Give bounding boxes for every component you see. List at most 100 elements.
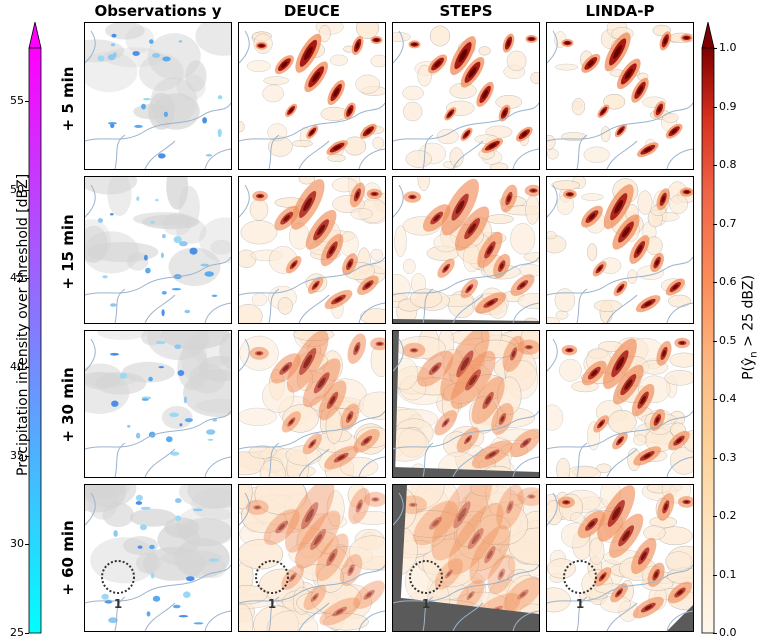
observed-precip-cell xyxy=(161,291,167,295)
right-colorbar-tick: 0.3 xyxy=(719,450,737,464)
probability-halo xyxy=(523,252,539,262)
observed-precip-cell xyxy=(162,56,171,62)
probability-halo xyxy=(358,391,385,420)
coastline xyxy=(547,338,558,372)
probability-halo xyxy=(417,64,432,87)
probability-streak xyxy=(633,446,662,466)
coastline xyxy=(666,148,693,169)
probability-halo xyxy=(436,128,459,145)
probability-streak xyxy=(517,339,539,355)
observed-precip-cell xyxy=(135,432,141,439)
probability-streak xyxy=(450,350,496,410)
observed-precip-cell xyxy=(140,506,151,510)
probability-streak xyxy=(460,278,478,299)
probability-streak xyxy=(284,485,335,553)
observed-precip-cell xyxy=(193,508,203,512)
coastline xyxy=(85,410,231,450)
probability-streak xyxy=(496,485,524,530)
row-title-30min: + 30 min xyxy=(59,367,77,443)
cloud-area xyxy=(85,485,137,508)
probability-streak xyxy=(612,432,628,450)
observed-precip-cell xyxy=(102,275,108,279)
coastline xyxy=(358,148,385,169)
observed-precip-cell xyxy=(111,33,117,38)
probability-halo xyxy=(551,180,580,190)
region-circle xyxy=(409,560,443,594)
coastline xyxy=(204,456,231,477)
coastline xyxy=(268,288,280,323)
probability-streak xyxy=(525,34,538,43)
observed-precip-cell xyxy=(137,545,143,549)
masked-area xyxy=(393,467,539,477)
probability-streak xyxy=(610,583,628,603)
observed-precip-cell xyxy=(184,309,191,314)
coastline xyxy=(393,492,404,526)
probability-streak xyxy=(318,380,347,421)
right-colorbar-tick-mark xyxy=(713,574,717,576)
column-title-linda-p: LINDA-P xyxy=(585,2,655,20)
right-colorbar-tick-mark xyxy=(713,340,717,342)
probability-halo xyxy=(292,140,313,147)
coastline xyxy=(393,30,404,64)
coastline xyxy=(268,442,280,477)
probability-streak xyxy=(413,500,458,546)
cloud-area xyxy=(102,502,134,528)
probability-halo xyxy=(239,603,254,631)
observed-precip-cell xyxy=(200,263,209,267)
probability-halo xyxy=(603,94,626,110)
cloud-area xyxy=(174,538,230,579)
panel-steps-row4: 1 xyxy=(392,484,540,632)
probability-halo xyxy=(633,434,647,446)
panel-deuce-row2 xyxy=(238,176,386,324)
probability-streak xyxy=(295,33,322,73)
probability-streak xyxy=(249,346,269,360)
probability-streak xyxy=(306,125,319,139)
cloud-area xyxy=(85,51,138,93)
cloud-area xyxy=(187,485,231,509)
probability-halo xyxy=(478,46,491,56)
coastline xyxy=(239,184,250,218)
coastline xyxy=(422,134,434,169)
probability-streak xyxy=(270,353,301,384)
probability-halo xyxy=(547,587,571,613)
probability-halo xyxy=(393,357,419,390)
probability-streak xyxy=(285,103,298,118)
cloud-area xyxy=(97,331,148,340)
observed-precip-cell xyxy=(108,617,118,624)
probability-streak xyxy=(637,142,659,158)
probability-streak xyxy=(366,188,383,200)
panel-observations-row2 xyxy=(84,176,232,324)
left-colorbar-tick: 30 xyxy=(10,537,24,551)
probability-halo xyxy=(525,195,539,225)
probability-halo xyxy=(394,225,407,257)
right-colorbar-tick: 0.8 xyxy=(719,158,737,171)
cloud-area xyxy=(199,217,231,263)
probability-streak xyxy=(351,35,364,56)
probability-streak xyxy=(680,33,693,42)
probability-streak xyxy=(285,256,302,274)
probability-streak xyxy=(631,383,655,417)
probability-halo xyxy=(372,136,385,150)
probability-halo xyxy=(559,358,582,382)
probability-halo xyxy=(596,463,612,473)
coastline xyxy=(114,596,126,631)
left-colorbar-tick: 50 xyxy=(10,182,24,196)
observed-precip-cell xyxy=(217,95,223,100)
probability-halo xyxy=(315,531,339,554)
coastline xyxy=(393,564,539,604)
observed-precip-cell xyxy=(149,544,155,550)
probability-halo xyxy=(239,121,245,133)
probability-halo xyxy=(239,304,263,323)
observed-precip-cell xyxy=(193,622,204,625)
probability-halo xyxy=(583,146,610,163)
observed-precip-cell xyxy=(119,372,128,379)
probability-halo xyxy=(669,352,693,368)
coastline xyxy=(298,140,330,169)
probability-halo xyxy=(266,610,319,631)
probability-streak xyxy=(460,57,485,88)
coastline xyxy=(239,256,385,296)
coastline xyxy=(393,102,539,142)
coastline xyxy=(422,288,434,323)
coastline xyxy=(512,456,539,477)
probability-halo xyxy=(588,537,605,565)
